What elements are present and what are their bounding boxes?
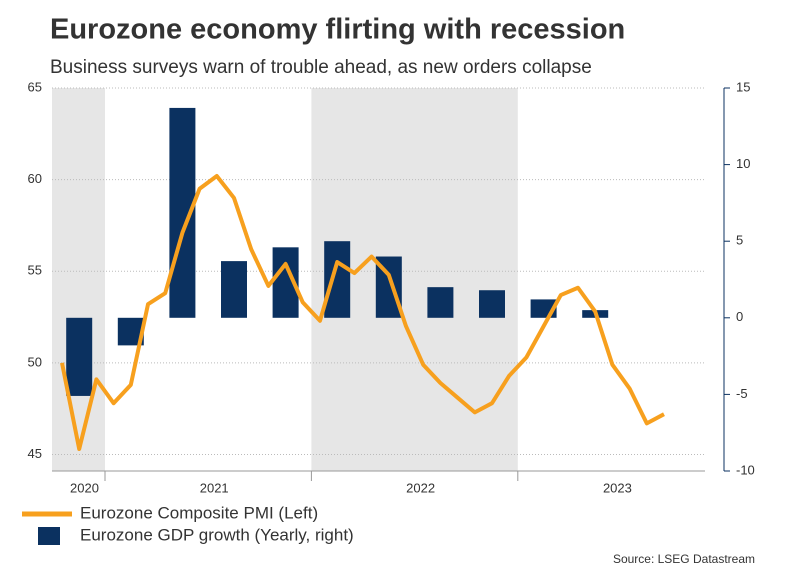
x-tick-label: 2022 [406,480,435,495]
year-shade [52,88,105,471]
y2-tick-label: 0 [736,309,743,324]
bar [66,317,93,396]
bar [324,241,351,318]
y-tick-label: 65 [28,79,42,94]
y-tick-label: 50 [28,354,42,369]
y2-tick-label: 5 [736,233,743,248]
y2-tick-label: -10 [736,462,755,477]
chart-title: Eurozone economy flirting with recession [50,14,625,46]
y2-tick-label: 15 [736,79,750,94]
x-tick-label: 2023 [603,480,632,495]
y-tick-label: 55 [28,263,42,278]
y2-tick-label: -5 [736,386,748,401]
legend-label: Eurozone Composite PMI (Left) [80,503,318,522]
y-tick-label: 45 [28,446,42,461]
bar [221,261,247,318]
chart-subtitle: Business surveys warn of trouble ahead, … [50,57,592,78]
legend-label: Eurozone GDP growth (Yearly, right) [80,525,354,544]
bar [479,290,505,318]
bar [427,287,454,318]
y2-tick-label: 10 [736,156,750,171]
y-tick-label: 60 [28,171,42,186]
x-tick-label: 2021 [200,480,229,495]
legend-swatch [38,527,60,545]
x-tick-label: 2020 [70,480,99,495]
source: Source: LSEG Datastream [613,552,755,566]
pmi-line [60,173,665,452]
